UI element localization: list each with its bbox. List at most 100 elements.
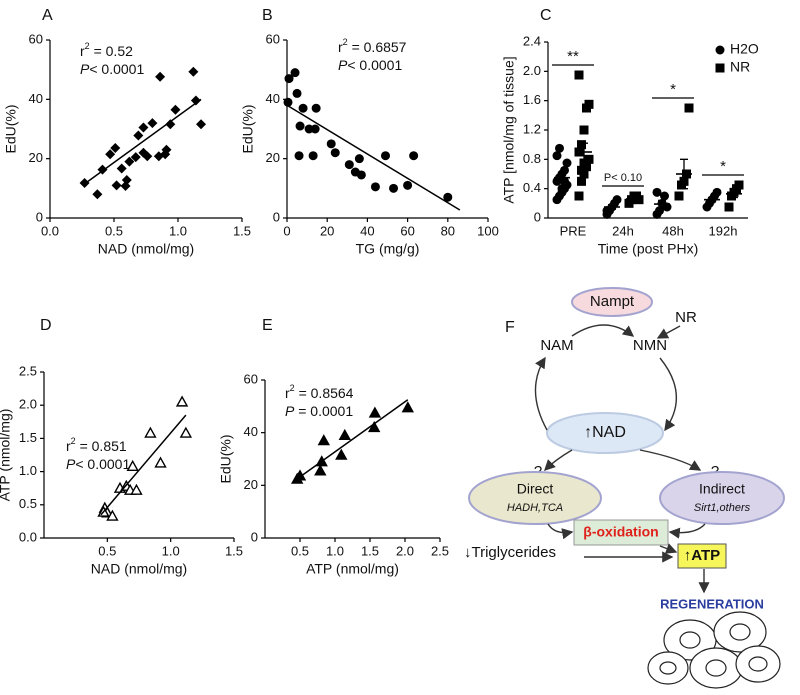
- point: [126, 459, 139, 471]
- fit-line: [292, 399, 409, 483]
- annotation-part: < 0.0001: [347, 57, 402, 73]
- point: [92, 189, 103, 200]
- annotation-part: < 0.0001: [89, 61, 144, 77]
- arrow: [571, 324, 635, 337]
- error-bar: [630, 196, 638, 202]
- x-tick-label: 0.5: [98, 543, 116, 558]
- point: [284, 74, 294, 84]
- y-tick-label: 20: [244, 477, 258, 492]
- point: [330, 148, 340, 158]
- y-tick-label: 0: [534, 209, 541, 224]
- point: [555, 143, 564, 153]
- panel-label: C: [540, 7, 552, 24]
- point: [314, 464, 327, 476]
- error-bar: [708, 196, 716, 203]
- error-bar: [580, 142, 588, 162]
- arrow: [534, 356, 548, 431]
- direct-detail: HADH,TCA: [507, 502, 563, 514]
- point: [155, 71, 166, 82]
- y-tick-label: 20: [266, 150, 280, 165]
- point: [124, 156, 135, 167]
- triglycerides-label: ↓Triglycerides: [464, 544, 556, 561]
- significance-label: *: [720, 158, 726, 175]
- nampt-node: [571, 287, 653, 317]
- annotation: r2 = 0.52: [80, 41, 133, 58]
- y-axis-label: EdU(%): [3, 104, 19, 153]
- annotation-part: = 0.52: [90, 43, 133, 59]
- annotation: P = 0.0001: [285, 403, 353, 419]
- y-tick-label: 0: [273, 209, 280, 224]
- x-tick-label: 20: [320, 223, 334, 238]
- nad-label: ↑NAD: [584, 424, 626, 441]
- point: [133, 130, 144, 141]
- direct-node: [468, 471, 602, 525]
- point: [579, 125, 589, 135]
- point: [655, 206, 664, 216]
- point: [105, 149, 116, 160]
- x-tick-label: 80: [441, 223, 455, 238]
- point: [292, 88, 302, 98]
- significance-label: *: [670, 81, 676, 98]
- point: [579, 158, 589, 168]
- y-tick-label: 0: [251, 529, 258, 544]
- point: [612, 195, 622, 205]
- x-tick-label: 1.0: [326, 543, 344, 558]
- point: [116, 163, 127, 174]
- point: [370, 182, 380, 192]
- annotation-part: P: [285, 403, 295, 419]
- significance-label: **: [567, 48, 579, 65]
- annotation: P< 0.0001: [66, 456, 130, 472]
- x-axis-label: NAD (nmol/mg): [91, 561, 187, 577]
- legend-label: NR: [730, 59, 750, 75]
- point: [175, 395, 189, 407]
- point: [562, 158, 572, 168]
- y-tick-label: 1.0: [19, 463, 37, 478]
- point: [179, 426, 193, 438]
- point: [326, 139, 336, 149]
- annotation-part: P: [80, 61, 90, 77]
- arrow: [656, 325, 681, 339]
- point: [310, 124, 320, 134]
- annotation-part: = 0.8564: [295, 385, 354, 401]
- point: [712, 187, 722, 197]
- panel-label: B: [262, 7, 273, 24]
- arrow: [639, 449, 702, 471]
- annotation-part: 2: [343, 37, 348, 47]
- annotation-part: = 0.6857: [348, 39, 407, 55]
- annotation: r2 = 0.6857: [338, 37, 407, 54]
- x-tick-label: 192h: [709, 223, 738, 238]
- y-tick-label: 60: [266, 31, 280, 46]
- y-tick-label: 40: [244, 424, 258, 439]
- x-tick-label: 0: [283, 223, 290, 238]
- point: [443, 192, 453, 202]
- x-tick-label: 1.5: [361, 543, 379, 558]
- beta-oxidation-box: [573, 519, 669, 546]
- nam-label: NAM: [540, 337, 573, 354]
- annotation-part: 2: [290, 383, 295, 393]
- error-bar: [558, 171, 566, 184]
- atp-label: ↑ATP: [684, 547, 720, 564]
- arrow: [547, 523, 574, 540]
- fit-line: [84, 98, 202, 185]
- arrow: [668, 523, 706, 539]
- point: [290, 68, 300, 78]
- point: [106, 509, 119, 521]
- annotation-part: r: [80, 43, 85, 59]
- x-tick-label: 0.5: [105, 223, 123, 238]
- x-tick-label: 2.5: [431, 543, 449, 558]
- x-tick-label: 1.0: [169, 223, 187, 238]
- point: [154, 456, 167, 468]
- error-bar: [680, 158, 688, 190]
- cells: [647, 611, 781, 689]
- indirect-label: Indirect: [699, 481, 745, 497]
- annotation-part: P: [66, 456, 76, 472]
- x-tick-label: 1.0: [162, 543, 180, 558]
- y-tick-label: 0.5: [19, 496, 37, 511]
- x-tick-label: 2.0: [396, 543, 414, 558]
- annotation-part: 2: [85, 41, 90, 51]
- beta-oxidation-label: β-oxidation: [583, 524, 658, 540]
- annotation: P< 0.0001: [338, 57, 402, 73]
- y-axis-label: ATP (nmol/mg): [0, 409, 13, 502]
- point: [403, 180, 413, 190]
